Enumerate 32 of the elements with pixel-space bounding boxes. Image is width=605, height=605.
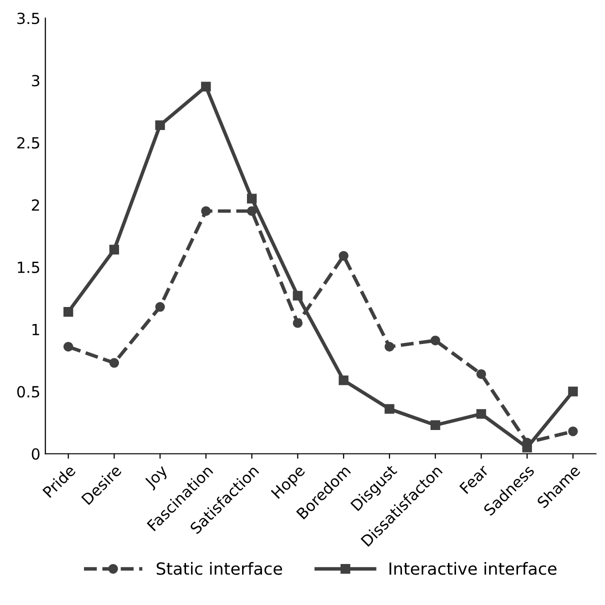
y-tick-label: 1.5 [18, 262, 40, 274]
point [155, 120, 165, 130]
point [384, 342, 394, 352]
point [292, 318, 303, 328]
point [201, 82, 211, 92]
point [246, 206, 257, 216]
point [201, 206, 211, 216]
point [430, 420, 440, 430]
point [292, 290, 303, 301]
legend-label: Interactive interface [390, 562, 556, 575]
point [63, 307, 74, 317]
y-tick-label: 3.5 [17, 12, 40, 24]
y-tick-label: 0.5 [17, 386, 40, 398]
point [155, 302, 165, 312]
point [109, 244, 120, 254]
point [246, 194, 257, 204]
point [63, 342, 74, 352]
point [476, 409, 486, 419]
point [430, 336, 440, 346]
y-tick-label: 0 [32, 448, 40, 460]
point [338, 375, 348, 386]
y-tick-label: 2.5 [17, 137, 40, 149]
point [568, 386, 578, 396]
point [384, 404, 394, 414]
y-tick-label: 2 [32, 199, 39, 211]
legend-label: Static interface [156, 562, 282, 575]
point [109, 358, 120, 368]
y-tick-label: 3 [32, 74, 40, 86]
y-tick-label: 1 [32, 324, 40, 336]
point [568, 426, 578, 436]
point [476, 369, 486, 379]
point [338, 251, 348, 261]
